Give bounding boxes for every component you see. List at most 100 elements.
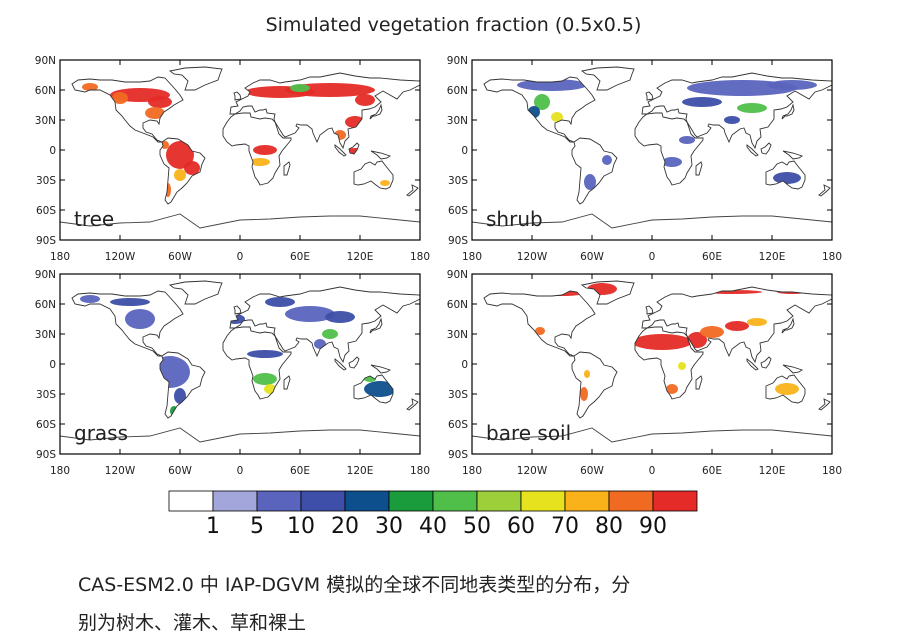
colorbar-label: 80: [595, 514, 623, 539]
colorbar-label: 5: [250, 514, 264, 539]
colorbar-swatch: [300, 490, 346, 512]
colorbar-swatch: [608, 490, 654, 512]
vegetation-region: [112, 92, 128, 104]
coastline: [818, 398, 831, 411]
lat-tick-label: 90S: [36, 449, 56, 461]
coastline: [782, 364, 804, 374]
lon-tick-label: 120W: [517, 251, 548, 263]
lat-tick-label: 30N: [35, 329, 56, 341]
colorbar-swatch: [256, 490, 302, 512]
coastline: [283, 161, 291, 176]
coastline: [283, 375, 291, 390]
colorbar-label: 1: [206, 514, 220, 539]
colorbar-label: 90: [639, 514, 667, 539]
lat-tick-label: 30N: [35, 115, 56, 127]
lat-tick-label: 60S: [36, 205, 56, 217]
vegetation-region: [285, 306, 335, 322]
coastline: [233, 91, 242, 101]
vegetation-region: [247, 350, 283, 358]
lon-tick-label: 60E: [290, 465, 310, 477]
lon-tick-label: 120E: [347, 465, 374, 477]
vegetation-region: [551, 112, 563, 122]
coastline: [370, 150, 392, 160]
vegetation-region: [148, 96, 172, 108]
coastline-antarctica: [59, 427, 421, 443]
vegetation-region: [161, 141, 169, 149]
coastline: [159, 137, 206, 205]
coastline: [695, 375, 703, 390]
vegetation-region: [679, 136, 695, 144]
lon-tick-label: 120E: [347, 251, 374, 263]
vegetation-region: [380, 180, 390, 186]
vegetation-region: [82, 83, 98, 91]
lat-tick-label: 90S: [448, 449, 468, 461]
coastline: [634, 112, 704, 186]
coastline: [168, 280, 223, 305]
lat-tick-label: 90N: [447, 269, 468, 281]
vegetation-region: [145, 107, 165, 119]
lat-tick-label: 90S: [36, 235, 56, 247]
coastline: [222, 112, 292, 186]
coastline: [71, 76, 184, 143]
vegetation-region: [364, 381, 396, 397]
coastline: [168, 66, 223, 91]
vegetation-region: [584, 370, 590, 378]
coastline: [645, 91, 654, 101]
vegetation-region: [602, 155, 612, 165]
coastline: [370, 364, 392, 374]
lat-tick-label: 90S: [448, 235, 468, 247]
coastline: [229, 286, 421, 364]
vegetation-region: [775, 383, 799, 395]
lon-tick-label: 60E: [290, 251, 310, 263]
lat-tick-label: 60N: [35, 299, 56, 311]
coastline: [580, 280, 635, 305]
lat-tick-label: 30S: [448, 389, 468, 401]
lat-tick-label: 0: [49, 359, 56, 371]
colorbar-swatch: [652, 490, 698, 512]
map-svg: 90N 60N 30N 0 30S 60S 90S 180 120W 60W 0 60E 120E 180…: [447, 55, 842, 263]
caption-line-1: CAS-ESM2.0 中 IAP-DGVM 模拟的全球不同地表类型的分布，分: [78, 574, 631, 596]
colorbar-label: 60: [507, 514, 535, 539]
vegetation-region: [253, 373, 277, 385]
coastline: [369, 103, 383, 120]
vegetation-region: [125, 309, 155, 329]
coastline: [634, 326, 704, 400]
coastline: [233, 305, 242, 315]
lat-tick-label: 30S: [36, 175, 56, 187]
lon-tick-label: 0: [649, 465, 656, 477]
lon-tick-label: 60E: [702, 465, 722, 477]
lon-tick-label: 120W: [517, 465, 548, 477]
lon-tick-label: 180: [410, 465, 430, 477]
lat-tick-label: 60S: [448, 419, 468, 431]
colorbar-swatch: [476, 490, 522, 512]
coastline: [781, 103, 795, 120]
coastline: [483, 290, 596, 357]
lon-tick-label: 120E: [759, 465, 786, 477]
lon-tick-label: 180: [50, 465, 70, 477]
coastline: [818, 184, 831, 197]
vegetation-region: [767, 80, 817, 90]
map-svg: 90N 60N 30N 0 30S 60S 90S 180 120W 60W 0 60E 120E 180…: [447, 269, 842, 477]
colorbar-label: 20: [331, 514, 359, 539]
lon-tick-label: 180: [410, 251, 430, 263]
map-svg: 90N 60N 30N 0 30S 60S 90S 180 120W 60W 0 60E 120E 180…: [35, 269, 430, 477]
coastline: [229, 72, 421, 150]
lat-tick-label: 90N: [35, 269, 56, 281]
coastline: [760, 142, 772, 155]
colorbar-label: 30: [375, 514, 403, 539]
colorbar-label: 10: [287, 514, 315, 539]
lat-tick-label: 30S: [448, 175, 468, 187]
panel-label: shrub: [486, 207, 543, 231]
coastline: [781, 317, 795, 334]
vegetation-region: [580, 387, 588, 401]
lon-tick-label: 180: [50, 251, 70, 263]
coastline: [641, 286, 833, 364]
caption-line-2: 别为树木、灌木、草和裸土: [78, 612, 307, 634]
coastline: [571, 137, 618, 205]
map-svg: 90N 60N 30N 0 30S 60S 90S 180 120W 60W 0 60E 120E 180…: [35, 55, 430, 263]
lat-tick-label: 90N: [447, 55, 468, 67]
vegetation-region: [682, 97, 722, 107]
figure-title: Simulated vegetation fraction (0.5x0.5): [265, 14, 642, 36]
coastline: [695, 161, 703, 176]
lon-tick-label: 120E: [759, 251, 786, 263]
